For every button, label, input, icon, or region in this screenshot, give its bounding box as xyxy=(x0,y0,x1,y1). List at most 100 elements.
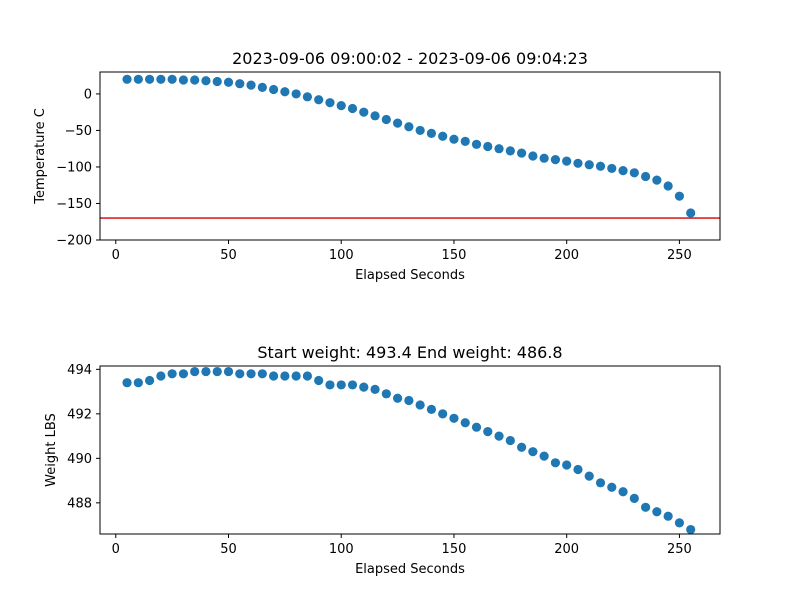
weight-data-point xyxy=(393,393,403,403)
temperature-data-point xyxy=(629,168,639,178)
temperature-data-point xyxy=(584,160,594,170)
weight-data-point xyxy=(235,369,245,379)
temperature-data-point xyxy=(494,144,504,154)
temperature-data-point xyxy=(641,171,651,182)
weight-data-point xyxy=(618,487,628,497)
temperature-y-tick-label: −150 xyxy=(56,197,92,212)
weight-data-point xyxy=(674,518,685,528)
temperature-x-tick-label: 250 xyxy=(667,248,692,263)
weight-data-point xyxy=(212,366,222,377)
weight-y-axis-label: Weight LBS xyxy=(44,413,59,487)
temperature-data-point xyxy=(381,114,391,125)
temperature-data-point xyxy=(674,191,685,201)
temperature-data-point xyxy=(393,118,403,128)
temperature-data-point xyxy=(212,76,222,87)
temperature-data-point xyxy=(505,146,515,156)
weight-data-point xyxy=(449,413,459,423)
weight-data-point xyxy=(471,422,482,432)
weight-data-point xyxy=(663,511,673,521)
weight-data-point xyxy=(370,384,380,394)
weight-x-tick-label: 50 xyxy=(220,542,237,557)
temperature-data-point xyxy=(269,84,279,95)
temperature-data-point xyxy=(235,79,245,89)
temperature-data-point xyxy=(178,75,189,85)
weight-data-point xyxy=(314,375,324,386)
weight-data-point xyxy=(133,378,143,388)
temperature-data-point xyxy=(595,161,606,171)
temperature-chart-title: 2023-09-06 09:00:02 - 2023-09-06 09:04:2… xyxy=(232,49,588,68)
weight-data-point xyxy=(359,382,369,392)
weight-data-point xyxy=(156,371,166,381)
temperature-data-point xyxy=(359,107,369,117)
temperature-panel: 2023-09-06 09:00:02 - 2023-09-06 09:04:2… xyxy=(33,49,721,283)
temperature-data-point xyxy=(404,122,414,132)
weight-data-point xyxy=(483,427,493,437)
weight-y-tick-label: 492 xyxy=(67,407,92,422)
weight-data-point xyxy=(595,478,606,488)
temperature-plot-frame xyxy=(99,71,721,241)
weight-data-point xyxy=(528,447,538,457)
temperature-data-point xyxy=(280,87,290,97)
temperature-data-point xyxy=(539,153,549,163)
temperature-data-point xyxy=(562,156,572,166)
temperature-y-axis-label: Temperature C xyxy=(33,108,48,205)
temperature-data-point xyxy=(336,101,346,111)
weight-data-point xyxy=(302,371,313,381)
weight-y-tick-label: 490 xyxy=(67,452,92,467)
weight-data-point xyxy=(415,400,425,410)
temperature-data-point xyxy=(550,155,561,165)
weight-data-point xyxy=(494,431,504,441)
temperature-y-tick-label: −200 xyxy=(56,234,92,249)
temperature-data-point xyxy=(167,74,177,84)
weight-data-point xyxy=(460,418,470,428)
weight-data-point xyxy=(246,369,256,379)
temperature-y-tick-label: −100 xyxy=(56,160,92,175)
weight-data-point xyxy=(641,502,651,512)
weight-data-point xyxy=(178,369,189,379)
temperature-data-point xyxy=(460,136,470,146)
weight-data-point xyxy=(167,369,177,379)
weight-data-point xyxy=(325,380,335,390)
temperature-y-tick-label: 0 xyxy=(84,87,92,102)
weight-data-point xyxy=(652,507,662,517)
weight-data-point xyxy=(404,395,414,406)
weight-data-point xyxy=(426,404,437,414)
weight-x-tick-label: 250 xyxy=(667,542,692,557)
weight-x-tick-label: 100 xyxy=(329,542,354,557)
temperature-data-point xyxy=(156,74,166,84)
weight-data-point xyxy=(223,366,234,377)
temperature-data-point xyxy=(246,80,256,90)
temperature-data-point xyxy=(663,181,673,191)
temperature-data-point xyxy=(686,208,696,218)
weight-x-tick-label: 150 xyxy=(442,542,467,557)
temperature-x-tick-label: 50 xyxy=(220,248,237,263)
temperature-data-point xyxy=(618,166,628,176)
weight-data-point xyxy=(505,435,515,446)
temperature-data-point xyxy=(201,76,211,86)
temperature-data-point xyxy=(449,134,459,144)
weight-data-point xyxy=(336,380,346,390)
weight-data-point xyxy=(145,375,155,386)
temperature-data-point xyxy=(302,92,313,102)
temperature-data-point xyxy=(190,75,200,85)
temperature-data-point xyxy=(471,139,482,149)
weight-data-point xyxy=(201,366,211,377)
temperature-data-point xyxy=(370,111,380,121)
weight-data-point xyxy=(607,482,617,492)
temperature-data-point xyxy=(133,74,143,84)
weight-data-point xyxy=(438,409,448,419)
temperature-data-point xyxy=(223,77,234,87)
temperature-data-point xyxy=(426,128,437,138)
temperature-data-point xyxy=(528,151,538,161)
temperature-y-tick-label: −50 xyxy=(65,124,92,139)
weight-data-point xyxy=(629,493,639,503)
temperature-data-point xyxy=(145,74,155,84)
weight-data-point xyxy=(584,471,594,481)
temperature-data-point xyxy=(483,141,493,152)
weight-data-point xyxy=(381,389,391,399)
temperature-x-axis-label: Elapsed Seconds xyxy=(355,268,465,283)
temperature-x-tick-label: 0 xyxy=(112,248,120,263)
weight-y-tick-label: 488 xyxy=(67,496,92,511)
weight-data-point xyxy=(573,464,583,475)
